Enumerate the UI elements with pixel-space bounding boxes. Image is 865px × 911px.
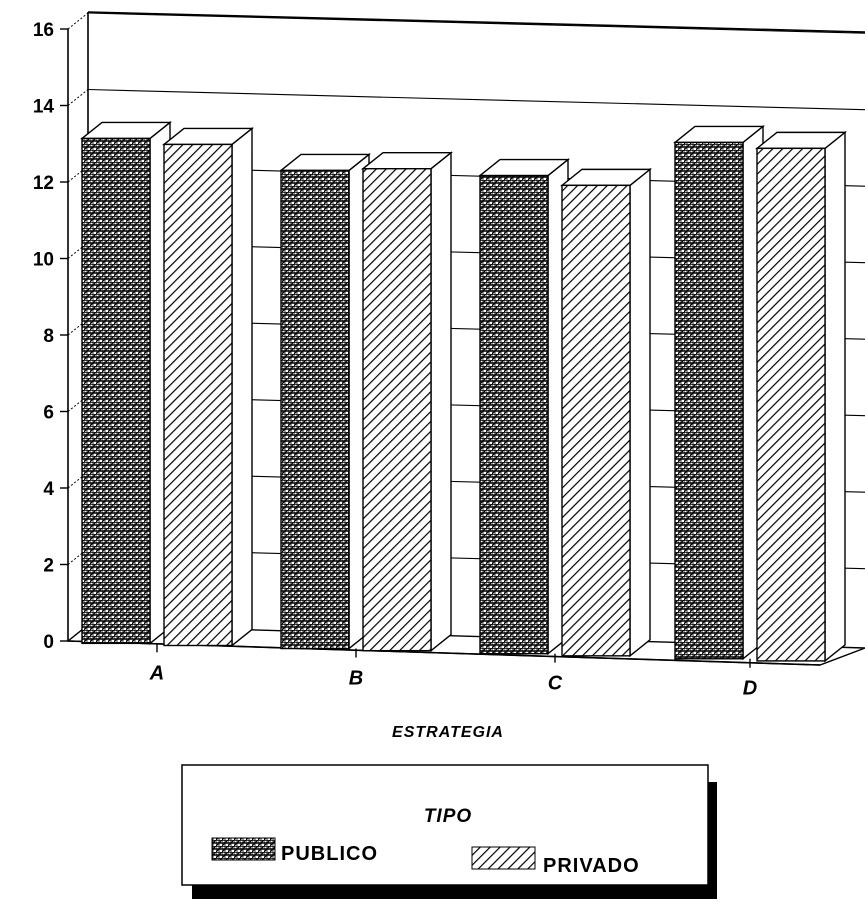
legend-title: TIPO — [424, 806, 472, 827]
bar-front — [561, 184, 631, 657]
y-tick-label: 8 — [43, 326, 54, 347]
legend: TIPO PUBLICO PRIVADO — [181, 764, 717, 899]
legend-label-privado: PRIVADO — [543, 855, 640, 877]
legend-box — [181, 764, 709, 886]
x-tick-label: A — [149, 662, 164, 684]
bar-front — [81, 137, 151, 645]
bar-publico-a — [80, 121, 172, 645]
legend-swatch-privado — [471, 846, 536, 870]
x-tick-label: D — [743, 678, 757, 700]
bar-front — [280, 169, 350, 650]
y-tick-label: 4 — [43, 479, 54, 500]
bar-front — [756, 147, 826, 662]
bar-privado-c — [560, 167, 652, 658]
bar-side — [430, 151, 452, 653]
bar-publico-b — [279, 152, 371, 650]
bar-publico-c — [478, 158, 570, 656]
x-tick-label: C — [548, 673, 563, 695]
back-wall-top-edge — [87, 11, 865, 33]
bar-front — [674, 141, 744, 660]
grid-line — [87, 88, 865, 111]
bar-side — [824, 130, 846, 663]
bar-publico-d — [673, 124, 765, 661]
y-tick-label: 0 — [43, 632, 54, 653]
y-tick-label: 2 — [43, 556, 54, 577]
y-tick-label: 12 — [33, 173, 54, 194]
legend-label-publico: PUBLICO — [281, 843, 378, 865]
bar-privado-a — [162, 126, 254, 647]
bar-privado-d — [755, 130, 847, 663]
grid-connector — [67, 12, 89, 30]
x-axis-title: ESTRATEGIA — [392, 724, 504, 741]
bars — [80, 121, 847, 663]
x-tick-label: B — [349, 667, 363, 689]
bar-front — [362, 168, 432, 652]
y-tick-label: 10 — [33, 250, 54, 271]
y-tick-label: 14 — [33, 97, 55, 118]
legend-swatch-publico — [211, 837, 276, 861]
bar-front — [479, 174, 549, 655]
bar-side — [629, 167, 651, 658]
y-tick-label: 16 — [33, 20, 54, 41]
grid-connector — [67, 89, 89, 106]
bar-side — [231, 126, 253, 647]
y-axis: 0 2 4 6 8 10 12 14 16 — [33, 20, 68, 653]
bar-privado-b — [361, 151, 453, 653]
bar-front — [163, 143, 233, 647]
y-tick-label: 6 — [43, 403, 54, 424]
grid-line — [87, 12, 865, 34]
x-axis: A B C D — [149, 643, 757, 700]
